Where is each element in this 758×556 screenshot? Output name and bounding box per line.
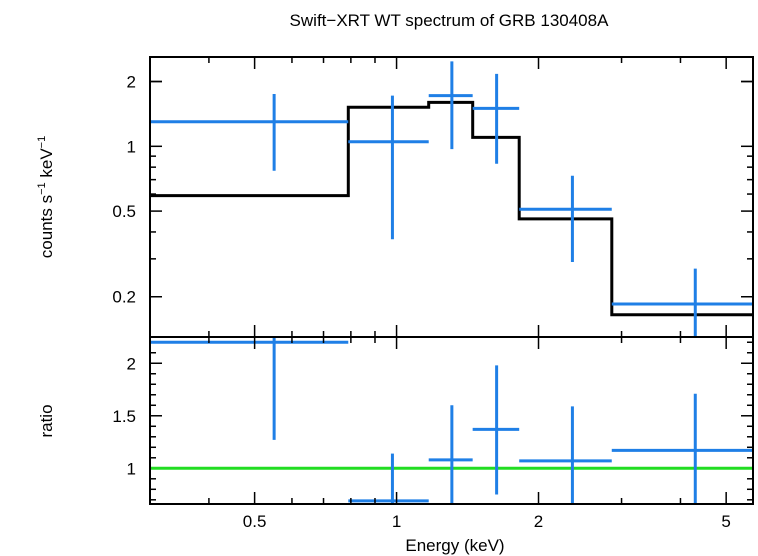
ratio-point: [150, 337, 349, 440]
bottom-panel: 11.52 ratio: [37, 336, 754, 505]
ratio-point: [611, 393, 753, 504]
y-tick-label: 1: [127, 137, 136, 156]
x-tick-label: 2: [534, 512, 543, 531]
y-tick-label: 0.2: [112, 288, 136, 307]
y-tick-label: 0.5: [112, 202, 136, 221]
x-axis-ticks: 0.5 1 2 5: [149, 57, 731, 531]
ratio-point: [428, 405, 473, 504]
bottom-panel-ylabel: ratio: [37, 404, 56, 437]
data-point: [348, 95, 429, 240]
ratio-point: [519, 406, 612, 504]
model-step-line: [150, 100, 753, 317]
x-tick-label: 1: [392, 512, 401, 531]
x-tick-label: 5: [721, 512, 730, 531]
bottom-panel-frame: [149, 336, 754, 505]
data-point: [611, 268, 753, 337]
top-panel-model: [150, 100, 753, 317]
y-tick-label: 1: [127, 459, 136, 478]
chart-title: Swift−XRT WT spectrum of GRB 130408A: [290, 11, 610, 30]
x-axis-label: Energy (keV): [405, 536, 504, 555]
y-tick-label: 1.5: [112, 407, 136, 426]
top-panel: 0.2 0.5 1 2 counts s−1 keV−1: [36, 56, 754, 338]
top-panel-ylabel: counts s−1 keV−1: [36, 136, 56, 258]
data-point: [428, 61, 473, 150]
data-point: [150, 94, 349, 171]
bottom-panel-ticks: 11.52: [112, 341, 753, 501]
ratio-point: [472, 365, 520, 495]
y-tick-label: 2: [127, 354, 136, 373]
y-tick-label: 2: [127, 73, 136, 92]
top-panel-data: [150, 61, 753, 337]
bottom-panel-data: [150, 337, 753, 504]
x-tick-label: 0.5: [243, 512, 267, 531]
data-point: [472, 73, 520, 164]
top-panel-ticks: 0.2 0.5 1 2: [112, 73, 753, 307]
data-point: [519, 175, 612, 263]
ratio-point: [348, 453, 429, 504]
